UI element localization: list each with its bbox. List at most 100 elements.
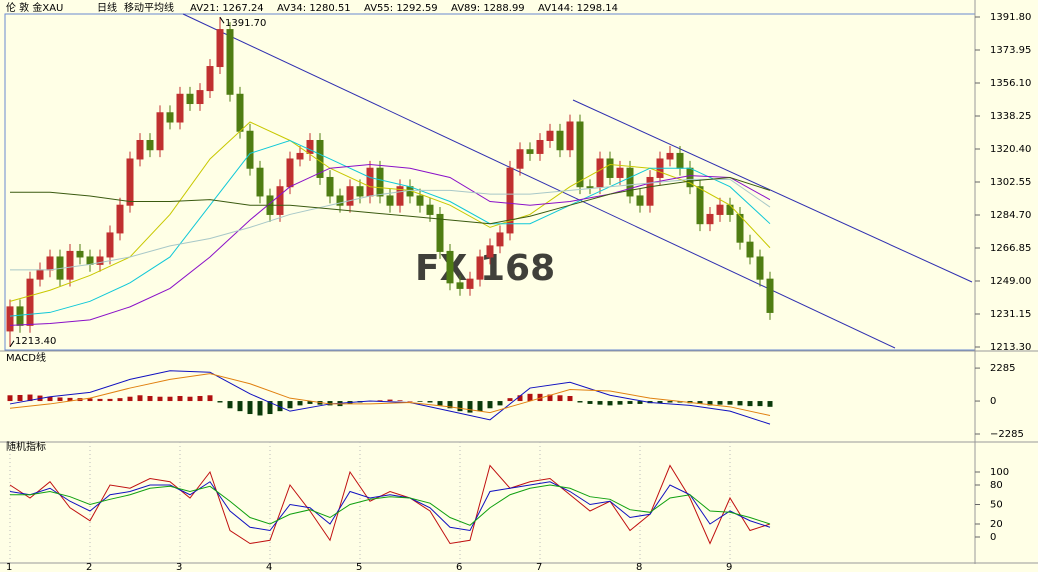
y-tick-label: 1302.55: [990, 177, 1031, 188]
annotation: 1391.70: [225, 18, 266, 29]
macd-bar: [767, 401, 773, 407]
y-tick-label: 100: [990, 467, 1009, 478]
macd-bar: [17, 394, 23, 402]
y-tick-label: 1391.80: [990, 12, 1031, 23]
y-tick-label: 20: [990, 519, 1003, 530]
candle-body: [396, 186, 404, 206]
candle-body: [306, 139, 314, 154]
candle-body: [456, 282, 464, 289]
macd-bar: [627, 401, 633, 404]
candle-body: [756, 256, 764, 280]
candle-body: [166, 112, 174, 123]
macd-bar: [527, 393, 533, 402]
candle-body: [156, 112, 164, 151]
candle-body: [616, 167, 624, 178]
candle-body: [226, 29, 234, 95]
candle-body: [706, 213, 714, 225]
candle-body: [486, 245, 494, 258]
x-tick-label: 1: [6, 562, 12, 572]
candle-body: [16, 306, 24, 326]
candle-body: [626, 167, 634, 197]
candle-body: [766, 278, 774, 313]
y-tick-label: 1213.30: [990, 342, 1031, 353]
y-tick-label: 1356.10: [990, 78, 1031, 89]
candle-body: [566, 121, 574, 151]
candle-body: [556, 130, 564, 151]
watermark: FX: [415, 248, 468, 289]
candle-body: [116, 204, 124, 234]
series-line: [9, 481, 771, 532]
x-tick-label: 6: [456, 562, 462, 572]
series-line: [10, 484, 771, 526]
candle-body: [96, 256, 104, 265]
macd-bar: [377, 400, 383, 402]
x-tick-label: 8: [636, 562, 642, 572]
candle-body: [196, 90, 204, 105]
macd-bar: [557, 395, 563, 402]
macd-bar: [697, 401, 703, 404]
x-tick-label: 5: [356, 562, 362, 572]
macd-bar: [387, 399, 393, 402]
x-tick-label: 4: [266, 562, 272, 572]
y-tick-label: 1231.15: [990, 309, 1031, 320]
macd-bar: [727, 401, 733, 405]
period: 日线: [97, 1, 117, 14]
macd-bar: [637, 401, 643, 404]
macd-bar: [187, 396, 193, 402]
macd-bar: [297, 401, 303, 406]
series-line: [10, 176, 771, 225]
candle-body: [186, 93, 194, 105]
candle-body: [136, 139, 144, 160]
y-tick-label: 1284.70: [990, 210, 1031, 221]
macd-bar: [507, 398, 513, 402]
y-tick-label: 1320.40: [990, 144, 1031, 155]
macd-bar: [577, 401, 583, 403]
macd-bar: [277, 401, 283, 412]
candle-body: [346, 186, 354, 206]
y-tick-label: 80: [990, 480, 1003, 491]
macd-bar: [87, 398, 93, 402]
macd-bar: [397, 400, 403, 402]
candle-body: [216, 29, 224, 68]
macd-bar: [207, 395, 213, 402]
candle-body: [646, 176, 654, 206]
macd-bar: [607, 401, 613, 406]
panel-title: 随机指标: [6, 440, 46, 453]
y-tick-label: 1338.25: [990, 111, 1031, 122]
macd-bar: [567, 396, 573, 402]
candle-body: [296, 152, 304, 160]
macd-bar: [107, 398, 113, 402]
macd-bar: [117, 398, 123, 402]
macd-bar: [257, 401, 263, 416]
annotation-pointer: [219, 16, 225, 24]
trend-line: [182, 13, 896, 349]
candle-body: [86, 256, 94, 265]
candle-body: [416, 195, 424, 206]
macd-bar: [7, 395, 13, 402]
candle-body: [276, 186, 284, 215]
candle-body: [126, 158, 134, 206]
macd-bar: [157, 396, 163, 402]
macd-bar: [197, 396, 203, 402]
macd-bar: [57, 397, 63, 402]
candle-body: [736, 213, 744, 243]
candle-body: [36, 269, 44, 280]
candle-body: [536, 139, 544, 154]
macd-bar: [427, 401, 433, 403]
macd-bar: [597, 401, 603, 405]
macd-bar: [467, 401, 473, 413]
legend-entry: AV21: 1267.24: [190, 3, 264, 14]
candle-body: [366, 167, 374, 197]
macd-bar: [27, 394, 33, 402]
macd-bar: [137, 395, 143, 402]
candle-body: [106, 232, 114, 258]
series-line: [10, 178, 771, 271]
legend-entry: AV144: 1298.14: [538, 3, 618, 14]
macd-bar: [737, 401, 743, 406]
macd-bar: [127, 396, 133, 402]
macd-bar: [97, 398, 103, 402]
series-line: [9, 139, 771, 317]
macd-bar: [717, 401, 723, 405]
macd-bar: [67, 397, 73, 402]
